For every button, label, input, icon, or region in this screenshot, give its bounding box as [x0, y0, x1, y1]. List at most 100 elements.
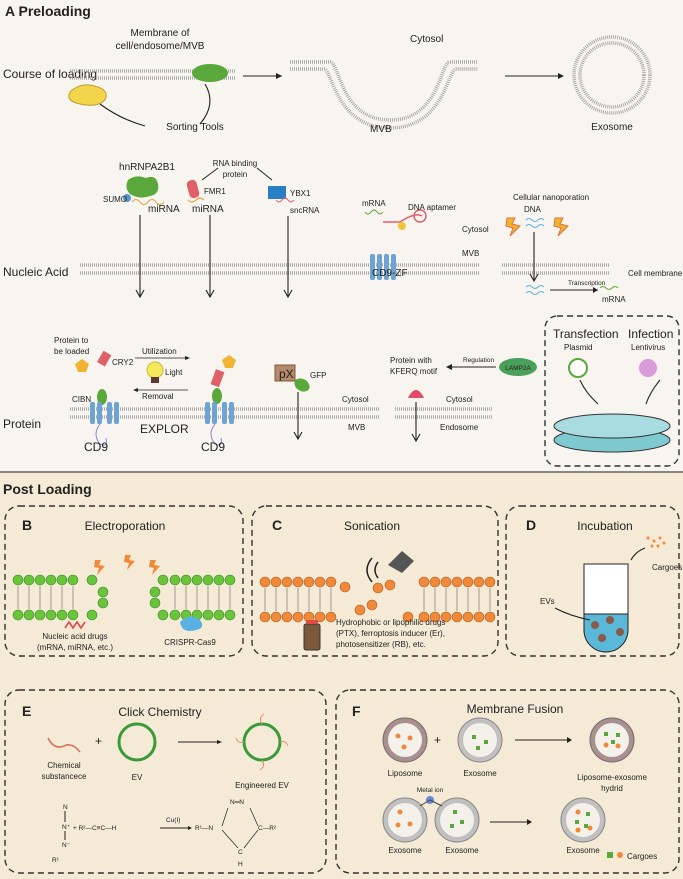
svg-text:N═N: N═N: [230, 799, 244, 806]
svg-text:C: C: [238, 849, 243, 856]
arrow: [199, 83, 211, 125]
explor-label: EXPLOR: [140, 422, 189, 436]
cytosol-label: Cytosol: [462, 225, 489, 234]
svg-text:C—R²: C—R²: [258, 825, 277, 832]
ev-label: EV: [132, 773, 143, 782]
section-title-preloading: A Preloading: [5, 3, 91, 19]
drug-vial-icon: [303, 623, 321, 651]
cibn-label: CIBN: [72, 395, 91, 404]
cd9-zf-protein: [370, 254, 396, 280]
cytosol-label: Cytosol: [446, 395, 473, 404]
protein-to-load-label: be loaded: [54, 347, 89, 356]
panel-sonication: C Sonication Hydrophobic or lipophilic d…: [251, 505, 499, 657]
panel-title: Electroporation: [85, 519, 166, 533]
membrane-label: Membrane of: [131, 28, 190, 39]
nucleic-acid-icon: [64, 620, 86, 630]
lamp2a-protein: [499, 358, 537, 376]
transfection-label: Transfection: [553, 327, 619, 341]
cd9-protein: [205, 402, 234, 424]
membrane: [70, 69, 235, 80]
cytosol-label: Cytosol: [342, 395, 369, 404]
regulation-label: Regulation: [463, 357, 494, 364]
exosome-icon: [382, 797, 428, 843]
dna-aptamer-label: DNA aptamer: [408, 203, 456, 212]
lipid-bilayer: [259, 576, 496, 623]
kferq-label: Protein with: [390, 356, 432, 365]
protein-to-load-label: Protein to: [54, 336, 89, 345]
mrna-label: mRNA: [602, 295, 626, 304]
px-label: pX: [279, 367, 294, 381]
ybx1-protein: [268, 186, 286, 199]
endosome-label: Endosome: [440, 423, 479, 432]
plus-sign: +: [434, 733, 441, 747]
nucleic-acid-label: (mRNA, miRNA, etc.): [37, 643, 113, 652]
kferq-protein: [408, 390, 424, 398]
liposome-label: Liposome: [388, 769, 423, 778]
sorting-tools-label: Sorting Tools: [166, 122, 224, 133]
click-reaction-formula: N N⁺ N⁻ R¹ + R²—C≡C—H Cu(I) R¹—N N═N C—R…: [52, 799, 277, 868]
panel-click-chemistry: E Click Chemistry + Chemical substancece…: [4, 689, 327, 874]
cd9-protein: [90, 402, 119, 424]
mrna-label: mRNA: [362, 199, 386, 208]
drugs-label: Hydrophobic or lipophilic drugs: [336, 618, 445, 627]
arrow: [99, 103, 146, 127]
svg-text:R¹: R¹: [52, 857, 60, 864]
chemical-label: Chemical: [47, 761, 81, 770]
exosome-icon: [434, 797, 480, 843]
kferq-label: KFERQ motif: [390, 367, 438, 376]
protein-row: Protein Protein to be loaded CRY2 Utiliz…: [3, 315, 680, 467]
exosome-label: Exosome: [388, 846, 422, 855]
svg-text:Cu(I): Cu(I): [166, 817, 180, 824]
light-bulb-icon: [146, 361, 164, 379]
fused-exosome-icon: [560, 797, 606, 843]
cell-membrane-label: Cell membrane: [628, 269, 683, 278]
svg-text:N⁻: N⁻: [62, 842, 71, 849]
nanoporation-label: Cellular nanoporation: [513, 193, 589, 202]
cytosol-label: Cytosol: [410, 34, 443, 45]
infection-label: Infection: [628, 327, 673, 341]
panel-letter: D: [526, 517, 536, 533]
panel-electroporation: B Electroporation Nucleic acid drugs (mR…: [4, 505, 244, 657]
px-protein: [274, 364, 296, 382]
cry2-protein: [97, 350, 112, 367]
utilization-label: Utilization: [142, 347, 177, 356]
transcription-label: Transcription: [568, 280, 606, 287]
mvb-membrane: [290, 60, 478, 130]
row-label: Protein: [3, 417, 41, 431]
fmr1-protein: [186, 179, 200, 199]
course-of-loading: Course of loading Membrane of cell/endos…: [3, 28, 652, 135]
dna-label: DNA: [524, 205, 542, 214]
chemical-label: substancece: [42, 772, 87, 781]
lentivirus-label: Lentivirus: [631, 343, 665, 352]
cargo-protein: [75, 359, 89, 372]
cargoes-legend-label: Cargoes: [627, 852, 657, 861]
cargo-dots: [646, 536, 666, 548]
membrane: [70, 407, 380, 419]
exosome-label: Exosome: [445, 846, 479, 855]
fmr1-label: FMR1: [204, 187, 226, 196]
exosome-icon: [457, 717, 503, 763]
lightning-icon: [505, 217, 521, 237]
hnrnpa2b1-protein: [126, 176, 159, 198]
row-label: Nucleic Acid: [3, 265, 68, 279]
transfection-infection-box: [544, 315, 680, 467]
panel-membrane-fusion: F Membrane Fusion + Liposome Exosome Lip…: [335, 689, 680, 874]
mvb-label: MVB: [370, 124, 392, 135]
panel-title: Click Chemistry: [118, 705, 201, 719]
evs-label: EVs: [540, 597, 555, 606]
sumo-icon: [123, 194, 131, 202]
sumo-label: SUMO: [103, 195, 127, 204]
exosome-drawing: [572, 35, 652, 115]
hybrid-icon: [589, 717, 635, 763]
panel-title: Membrane Fusion: [467, 702, 564, 716]
cargo-square-icon: [607, 852, 613, 858]
metal-ion-label: Metal ion: [417, 787, 444, 794]
exosome-label: Exosome: [591, 122, 633, 133]
sonicator-icon: [388, 551, 414, 573]
liposome-icon: [382, 717, 428, 763]
svg-text:H: H: [238, 861, 243, 868]
svg-text:+ R²—C≡C—H: + R²—C≡C—H: [73, 825, 117, 832]
panel-letter: E: [22, 703, 31, 719]
plasmid-label: Plasmid: [564, 343, 592, 352]
hybrid-label: Liposome-exosome: [577, 773, 647, 782]
